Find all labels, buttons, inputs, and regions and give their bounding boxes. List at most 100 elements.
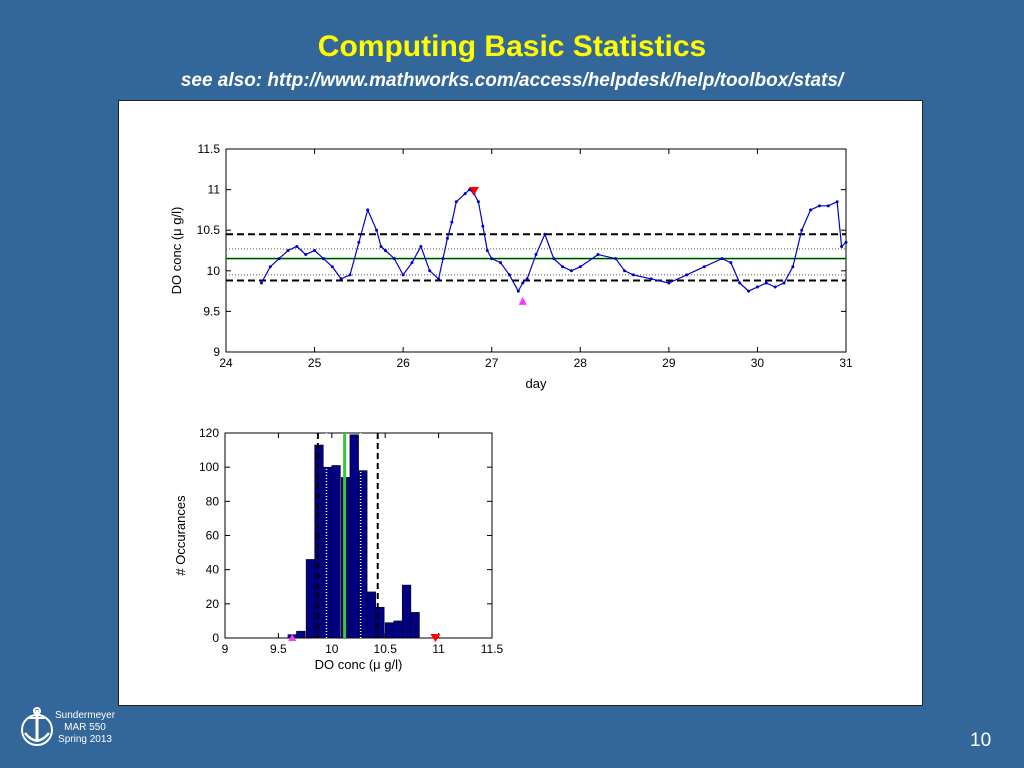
x-tick-label: 31 <box>839 356 853 370</box>
x-tick-label: 11.5 <box>481 642 504 656</box>
do-series-point <box>525 277 529 281</box>
do-series-point <box>561 265 565 269</box>
y-tick-label: 40 <box>206 563 220 577</box>
footer-line: Sundermeyer <box>55 710 116 721</box>
do-series-point <box>578 265 582 269</box>
do-series-point <box>392 257 396 261</box>
do-series-point <box>738 281 742 285</box>
page-number: 10 <box>970 730 992 751</box>
do-series-point <box>499 261 503 265</box>
do-series-point <box>450 220 454 224</box>
x-tick-label: 10.5 <box>374 642 398 656</box>
figure-panel: 24 25 26 27 28 29 30 31 9 9.5 10 10.5 11 11.5 day DO co… <box>118 100 923 706</box>
histogram-bar <box>358 470 368 639</box>
histogram-bar <box>322 466 333 639</box>
y-tick-label: 10.5 <box>197 223 221 237</box>
x-tick-label: 27 <box>485 356 499 370</box>
y-tick-label: 9.5 <box>203 304 220 318</box>
do-series-point <box>685 273 689 277</box>
do-series-point <box>702 265 706 269</box>
do-series-point <box>441 257 445 261</box>
do-series-point <box>569 269 573 273</box>
x-tick-label: 28 <box>574 356 588 370</box>
do-series-point <box>623 269 627 273</box>
do-series-point <box>485 249 489 252</box>
do-series-point <box>791 265 795 269</box>
x-tick-label: 26 <box>396 356 410 370</box>
do-series-point <box>348 273 352 277</box>
y-tick-label: 100 <box>199 460 219 474</box>
do-series-point <box>840 244 844 248</box>
do-series-point <box>463 192 467 196</box>
x-tick-label: 10 <box>325 642 339 656</box>
slide-subtitle: see also: http://www.mathworks.com/acces… <box>180 70 844 91</box>
do-series-point <box>507 273 511 277</box>
histogram-bar <box>296 630 306 639</box>
do-series-point <box>366 208 370 212</box>
y-tick-label: 11.5 <box>198 142 221 156</box>
do-series-point <box>339 277 343 281</box>
x-tick-label: 24 <box>219 356 233 370</box>
do-series-point <box>534 253 538 257</box>
x-tick-label: 9 <box>222 642 229 656</box>
do-series-point <box>437 277 441 281</box>
do-series-point <box>259 281 263 285</box>
do-series-point <box>631 273 635 277</box>
y-tick-label: 0 <box>212 631 219 645</box>
do-series-point <box>764 281 768 285</box>
y-tick-label: 120 <box>199 426 219 440</box>
footer-line: Spring 2013 <box>58 734 112 745</box>
do-series-point <box>445 236 449 240</box>
do-series-point <box>800 228 804 232</box>
x-tick-label: 25 <box>308 356 322 370</box>
x-tick-label: 9.5 <box>270 642 287 656</box>
do-series-line <box>260 188 847 293</box>
y-axis-label: # Occurances <box>173 495 188 576</box>
do-series-point <box>401 273 405 277</box>
do-series-point <box>649 277 653 281</box>
do-series-point <box>410 261 414 265</box>
histogram-bar <box>393 620 403 639</box>
do-series-point <box>521 281 525 285</box>
histogram-bar <box>410 612 420 639</box>
do-series-point <box>543 232 547 236</box>
do-series-point <box>295 244 299 248</box>
do-series-point <box>826 204 830 208</box>
do-series-point <box>614 257 618 261</box>
do-series-point <box>747 289 751 293</box>
do-series-point <box>304 253 308 257</box>
do-series-point <box>277 257 281 261</box>
do-series-point <box>379 244 383 248</box>
do-series-point <box>667 281 671 285</box>
y-axis-label: DO conc (μ g/l) <box>169 207 184 295</box>
y-tick-label: 9 <box>213 345 220 359</box>
do-series-point <box>720 257 724 261</box>
footer-credit: Sundermeyer MAR 550 Spring 2013 <box>55 710 115 746</box>
do-series-point <box>476 200 480 204</box>
do-series-point <box>552 257 556 261</box>
histogram-bar <box>349 434 359 639</box>
histogram-bar <box>314 444 324 639</box>
y-tick-label: 20 <box>206 597 220 611</box>
do-series-point <box>773 285 777 289</box>
do-series-point <box>596 253 600 257</box>
do-series-point <box>321 257 325 261</box>
x-tick-label: 29 <box>662 356 676 370</box>
footer-line: MAR 550 <box>64 722 106 733</box>
histogram-bar <box>331 465 341 639</box>
histogram-bar <box>401 584 412 639</box>
do-series-point <box>286 249 290 252</box>
do-series-point <box>383 249 387 252</box>
histogram-bar <box>305 559 316 639</box>
do-series-point <box>268 265 272 269</box>
do-series-point <box>809 208 813 212</box>
do-series-point <box>313 249 317 252</box>
histogram-bar <box>384 622 395 639</box>
do-series-point <box>375 228 379 232</box>
do-series-point <box>835 200 839 204</box>
max-marker <box>469 187 479 196</box>
y-tick-label: 10 <box>207 264 221 278</box>
histogram-bar <box>366 591 376 639</box>
y-tick-label: 60 <box>206 529 220 543</box>
slide-title: Computing Basic Statistics <box>317 30 707 63</box>
